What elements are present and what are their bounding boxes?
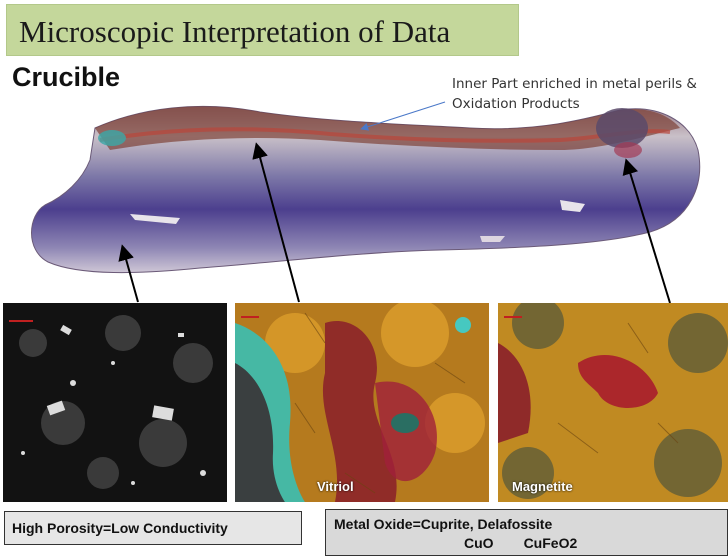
micrograph-vitriol: Vitriol (235, 303, 489, 502)
annotation-line-1: Inner Part enriched in metal perils & (452, 76, 697, 92)
metal-oxide-caption: Metal Oxide=Cuprite, Delafossite CuO CuFe… (325, 509, 728, 556)
formula-cufeo2: CuFeO2 (523, 535, 578, 551)
micrograph-magnetite: Magnetite (498, 303, 728, 502)
annotation-line-2: Oxidation Products (452, 96, 580, 112)
porosity-caption: High Porosity=Low Conductivity (4, 511, 302, 545)
pointer-arrow-1 (118, 244, 139, 303)
annotation-text: Inner Part enriched in metal perils & Ox… (452, 74, 728, 114)
section-heading: Crucible (12, 62, 121, 92)
micrograph-label-3: Magnetite (512, 479, 573, 494)
micrograph-label-2: Vitriol (317, 479, 354, 494)
micrograph-porosity (3, 303, 227, 502)
pointer-arrow-3 (622, 158, 671, 304)
metal-oxide-line: Metal Oxide=Cuprite, Delafossite (334, 516, 553, 532)
slide-title: Microscopic Interpretation of Data (6, 4, 519, 56)
formula-row: CuO CuFeO2 (334, 534, 727, 553)
rim-pointer-arrow (360, 101, 446, 131)
nodule (596, 108, 648, 148)
formula-cuo: CuO (464, 535, 494, 551)
verdigris-patch (98, 130, 126, 146)
crucible-cross-section (31, 101, 701, 304)
pointer-arrow-2 (252, 142, 300, 303)
